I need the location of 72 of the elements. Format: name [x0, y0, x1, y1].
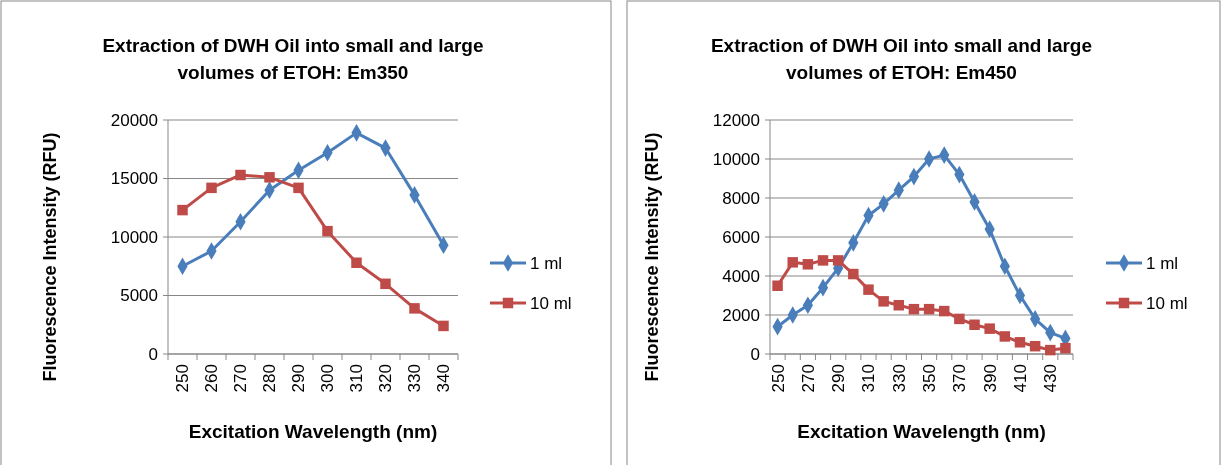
point	[438, 320, 449, 332]
x-tick-label: 310	[859, 364, 879, 393]
point	[954, 313, 965, 325]
point	[322, 225, 333, 237]
point	[1045, 344, 1056, 356]
y-tick-label: 0	[750, 344, 760, 364]
point	[984, 323, 995, 334]
x-tick-label: 430	[1041, 364, 1061, 393]
point	[863, 284, 874, 295]
y-tick-label: 12000	[712, 110, 760, 130]
y-tick-label: 2000	[722, 305, 760, 325]
point	[802, 259, 814, 270]
point	[206, 182, 217, 194]
x-tick-label: 250	[768, 364, 788, 393]
x-tick-label: 370	[950, 364, 970, 393]
x-tick-label: 340	[434, 364, 454, 393]
y-tick-label: 10000	[110, 227, 158, 247]
y-axis-title: Fluorescence Intensity (RFU)	[40, 132, 60, 382]
point	[380, 278, 391, 290]
x-tick-label: 250	[173, 364, 193, 393]
x-tick-label: 410	[1010, 364, 1030, 393]
x-tick-label: 260	[202, 364, 222, 393]
point	[893, 300, 905, 311]
x-tick-label: 290	[289, 364, 309, 393]
point	[177, 204, 188, 216]
x-tick-label: 320	[376, 364, 396, 393]
x-tick-label: 390	[980, 364, 1000, 393]
legend-label: 10 ml	[530, 293, 572, 313]
x-tick-label: 310	[347, 364, 367, 393]
point	[969, 319, 980, 330]
y-axis-title: Fluorescence Intensity (RFU)	[642, 132, 662, 382]
point	[1060, 342, 1071, 354]
point	[1014, 337, 1026, 348]
x-tick-label: 270	[231, 364, 251, 393]
point	[787, 257, 798, 268]
y-tick-label: 4000	[722, 266, 760, 286]
legend-label: 10 ml	[1146, 293, 1188, 313]
point	[772, 280, 783, 291]
point	[1029, 340, 1041, 352]
legend-label: 1 ml	[1146, 253, 1179, 273]
chart-title: Extraction of DWH Oil into small and large volumes of ETOH: Em450	[710, 35, 1093, 83]
y-tick-label: 0	[148, 344, 158, 364]
x-tick-label: 350	[920, 364, 940, 393]
legend-label: 1 ml	[530, 253, 563, 273]
point	[351, 257, 362, 268]
x-axis-title: Excitation Wavelength (nm)	[188, 421, 438, 442]
point	[264, 172, 275, 183]
point	[923, 303, 935, 315]
y-tick-label: 20000	[110, 110, 158, 130]
x-tick-label: 330	[405, 364, 425, 393]
y-tick-label: 8000	[722, 188, 760, 208]
point	[908, 303, 920, 315]
y-tick-label: 5000	[120, 286, 158, 306]
point	[409, 303, 420, 314]
point	[938, 305, 950, 317]
y-tick-label: 10000	[712, 149, 760, 169]
y-tick-label: 15000	[110, 169, 158, 189]
x-tick-label: 280	[260, 364, 280, 393]
x-tick-label: 300	[318, 364, 338, 393]
x-tick-label: 290	[829, 364, 849, 393]
chart-title: Extraction of DWH Oil into small and large volumes of ETOH: Em350	[102, 35, 484, 83]
point	[878, 296, 889, 307]
x-axis-title: Excitation Wavelength (nm)	[797, 421, 1046, 442]
x-tick-label: 270	[798, 364, 818, 393]
x-tick-label: 330	[889, 364, 909, 393]
point	[832, 255, 844, 266]
point	[293, 182, 304, 194]
point	[817, 255, 829, 266]
y-tick-label: 6000	[722, 227, 760, 247]
point	[235, 169, 246, 181]
point	[848, 268, 859, 280]
point	[999, 331, 1011, 342]
